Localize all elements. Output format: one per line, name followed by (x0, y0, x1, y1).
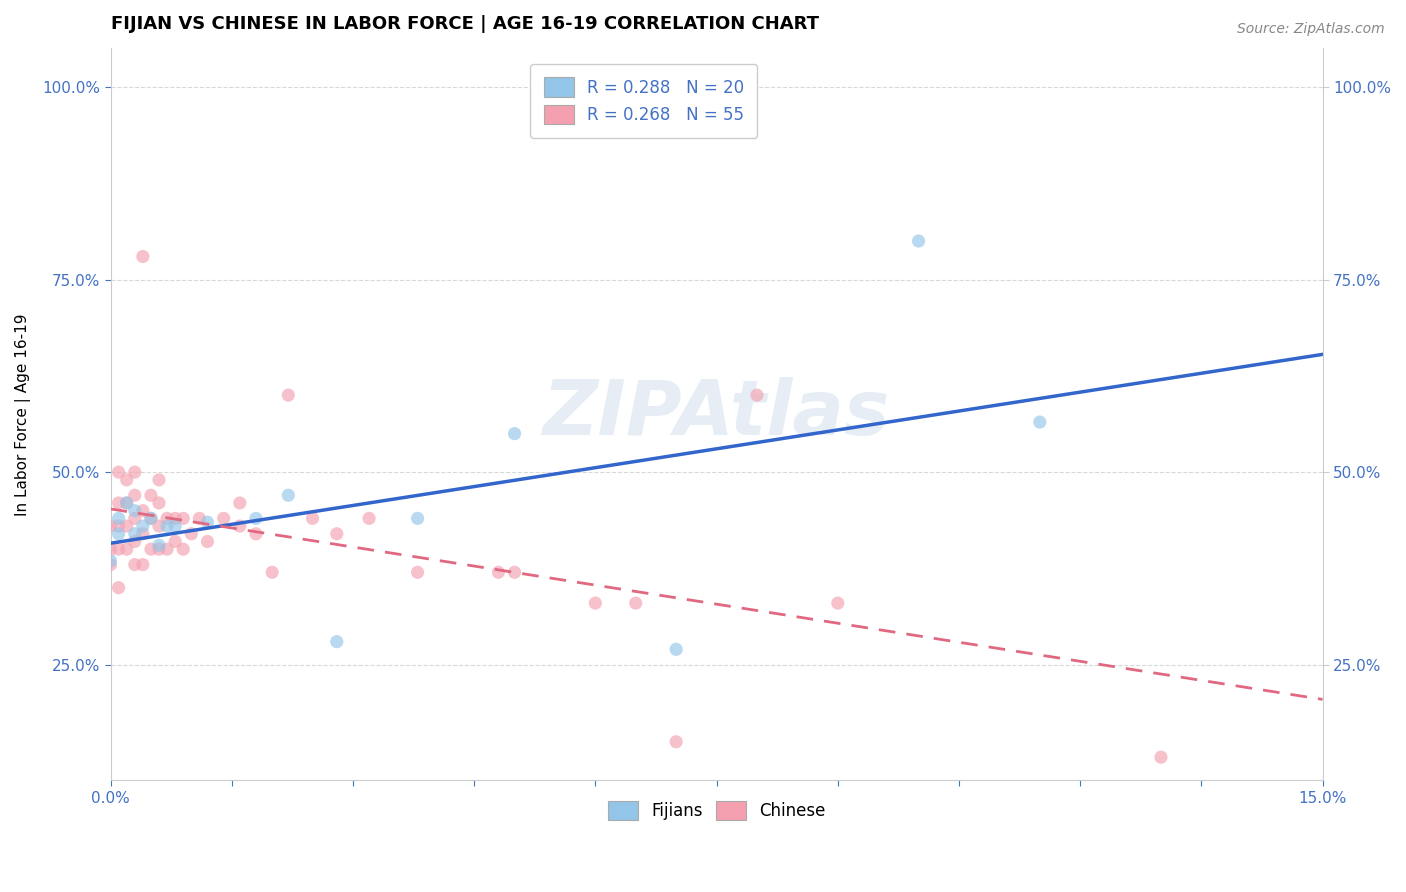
Point (124, 503, 146, 517)
Point (172, 511, 194, 525)
Point (907, 234, 929, 248)
Point (107, 496, 129, 510)
Point (124, 511, 146, 525)
Point (139, 488, 162, 502)
Point (115, 496, 138, 510)
Point (107, 542, 129, 557)
Point (107, 581, 129, 595)
Point (124, 534, 146, 549)
Point (827, 596, 849, 610)
Text: ZIPAtlas: ZIPAtlas (543, 377, 890, 451)
Point (132, 519, 155, 533)
Point (100, 554, 122, 568)
Point (503, 426, 526, 441)
Point (406, 566, 429, 580)
Point (100, 542, 122, 557)
Point (503, 566, 526, 580)
Point (197, 534, 219, 549)
Point (107, 511, 129, 525)
Point (665, 735, 688, 749)
Point (148, 473, 170, 487)
Point (148, 496, 170, 510)
Point (745, 388, 768, 402)
Point (583, 596, 606, 610)
Text: FIJIAN VS CHINESE IN LABOR FORCE | AGE 16-19 CORRELATION CHART: FIJIAN VS CHINESE IN LABOR FORCE | AGE 1… (111, 15, 818, 33)
Text: Source: ZipAtlas.com: Source: ZipAtlas.com (1237, 22, 1385, 37)
Point (107, 526, 129, 541)
Point (326, 634, 349, 648)
Point (156, 511, 179, 525)
Point (132, 526, 155, 541)
Point (148, 538, 170, 552)
Point (165, 534, 187, 549)
Point (165, 511, 187, 525)
Point (406, 511, 429, 525)
Point (262, 566, 284, 580)
Point (486, 566, 509, 580)
Point (180, 526, 202, 541)
Point (139, 542, 162, 557)
Point (245, 526, 267, 541)
Point (115, 496, 138, 510)
Point (148, 542, 170, 557)
Point (1029, 415, 1052, 429)
Point (165, 519, 187, 533)
Point (132, 249, 155, 263)
Point (124, 526, 146, 541)
Point (229, 519, 252, 533)
Point (359, 511, 381, 525)
Point (229, 496, 252, 510)
Point (139, 511, 162, 525)
Point (245, 511, 267, 525)
Point (172, 542, 194, 557)
Point (301, 511, 323, 525)
Point (277, 388, 299, 402)
Point (115, 473, 138, 487)
Point (212, 511, 235, 525)
Point (132, 558, 155, 572)
Point (107, 519, 129, 533)
Point (1150, 750, 1173, 764)
Point (132, 503, 155, 517)
Point (277, 488, 299, 502)
Point (197, 515, 219, 529)
Point (124, 488, 146, 502)
Point (624, 596, 647, 610)
Point (115, 519, 138, 533)
Point (188, 511, 211, 525)
Point (107, 465, 129, 479)
Point (139, 511, 162, 525)
Point (665, 642, 688, 657)
Point (124, 465, 146, 479)
Point (100, 558, 122, 572)
Point (115, 542, 138, 557)
Point (326, 526, 349, 541)
Point (124, 558, 146, 572)
Point (100, 519, 122, 533)
Point (156, 542, 179, 557)
Legend: Fijians, Chinese: Fijians, Chinese (600, 794, 832, 827)
Point (156, 519, 179, 533)
Point (148, 519, 170, 533)
Y-axis label: In Labor Force | Age 16-19: In Labor Force | Age 16-19 (15, 313, 31, 516)
